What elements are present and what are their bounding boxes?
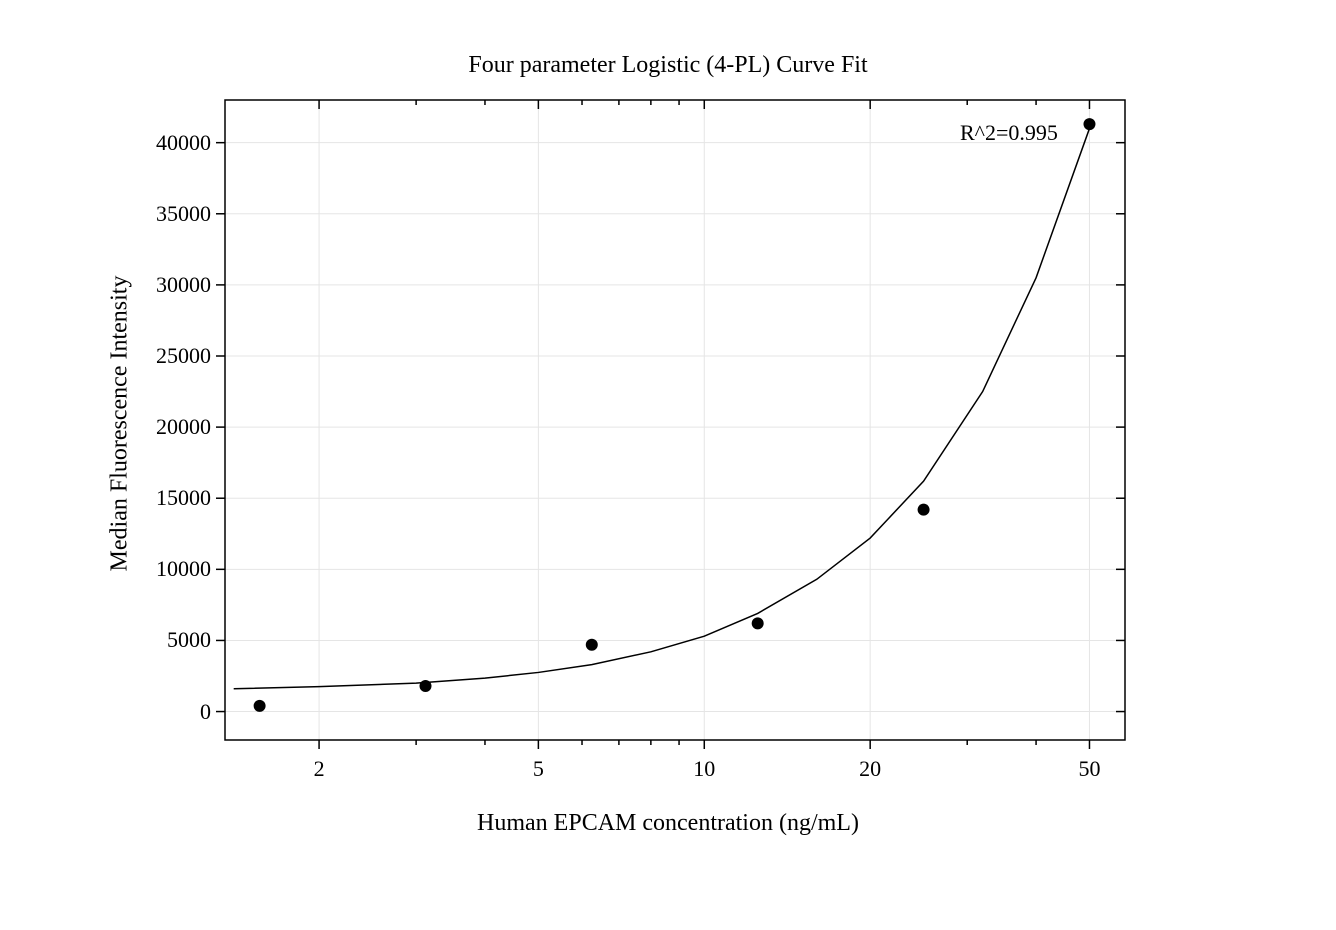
x-tick-label: 10: [684, 756, 724, 782]
x-tick-label: 50: [1069, 756, 1109, 782]
x-tick-label: 2: [299, 756, 339, 782]
chart-container: Four parameter Logistic (4-PL) Curve Fit…: [0, 0, 1336, 930]
y-tick-label: 30000: [156, 272, 211, 298]
y-tick-label: 5000: [167, 627, 211, 653]
y-tick-label: 10000: [156, 556, 211, 582]
y-tick-label: 15000: [156, 485, 211, 511]
y-tick-label: 0: [200, 699, 211, 725]
y-tick-label: 25000: [156, 343, 211, 369]
y-tick-label: 40000: [156, 130, 211, 156]
x-tick-label: 5: [518, 756, 558, 782]
x-tick-label: 20: [850, 756, 890, 782]
r-squared-annotation: R^2=0.995: [960, 120, 1058, 146]
y-tick-label: 35000: [156, 201, 211, 227]
y-tick-label: 20000: [156, 414, 211, 440]
